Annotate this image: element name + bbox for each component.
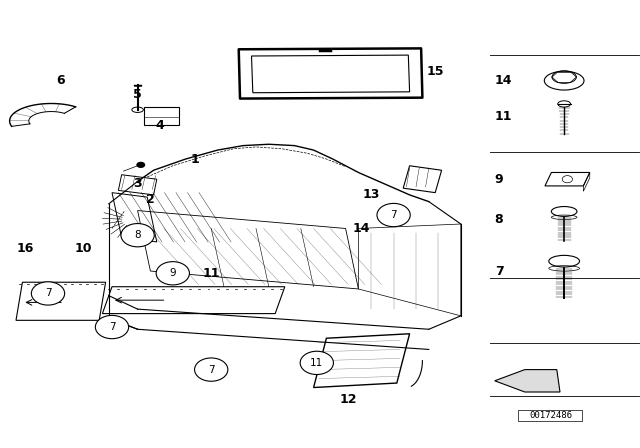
Text: 14: 14 xyxy=(495,74,512,87)
Circle shape xyxy=(300,351,333,375)
Text: 11: 11 xyxy=(310,358,323,368)
Text: 00172486: 00172486 xyxy=(529,411,572,420)
Circle shape xyxy=(136,162,145,168)
Text: 15: 15 xyxy=(426,65,444,78)
Text: 4: 4 xyxy=(156,119,164,132)
Polygon shape xyxy=(495,370,560,392)
Circle shape xyxy=(121,224,154,247)
Circle shape xyxy=(377,203,410,227)
Circle shape xyxy=(31,282,65,305)
Text: 2: 2 xyxy=(146,193,155,206)
Text: 11: 11 xyxy=(202,267,220,280)
Text: 13: 13 xyxy=(362,188,380,202)
Text: 7: 7 xyxy=(208,365,214,375)
Text: 8: 8 xyxy=(495,213,503,226)
Text: 16: 16 xyxy=(17,242,35,255)
Text: 7: 7 xyxy=(495,264,504,278)
Text: 9: 9 xyxy=(170,268,176,278)
Text: 5: 5 xyxy=(133,87,142,101)
Text: 14: 14 xyxy=(353,222,371,235)
Text: 6: 6 xyxy=(56,74,65,87)
Text: 8: 8 xyxy=(134,230,141,240)
Text: 7: 7 xyxy=(45,289,51,298)
Text: 11: 11 xyxy=(495,110,512,123)
Text: 1: 1 xyxy=(191,152,200,166)
Text: 7: 7 xyxy=(109,322,115,332)
Circle shape xyxy=(195,358,228,381)
Text: 10: 10 xyxy=(74,242,92,255)
Text: 12: 12 xyxy=(340,393,358,406)
Text: 7: 7 xyxy=(390,210,397,220)
Text: 3: 3 xyxy=(133,177,142,190)
Text: 9: 9 xyxy=(495,172,503,186)
Circle shape xyxy=(156,262,189,285)
Circle shape xyxy=(95,315,129,339)
